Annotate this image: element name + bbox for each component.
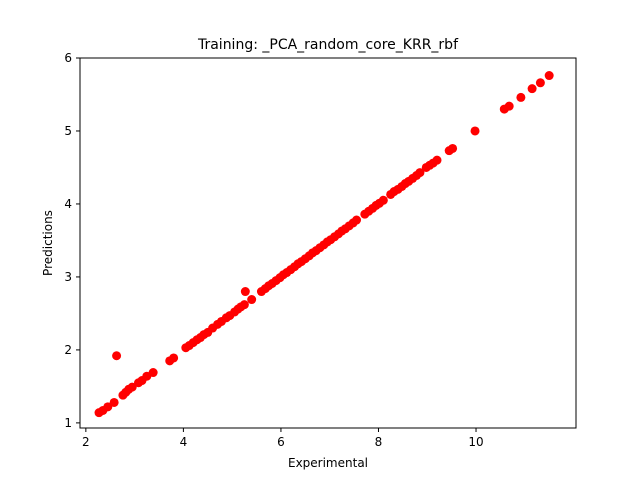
x-tick-label: 4 (180, 435, 188, 449)
data-point (127, 382, 137, 392)
data-point (109, 397, 119, 407)
chart-title: Training: _PCA_random_core_KRR_rbf (197, 37, 459, 53)
data-point (415, 168, 425, 178)
y-tick-label: 4 (64, 197, 72, 211)
data-point (247, 295, 257, 305)
data-point (240, 287, 250, 297)
data-point (352, 215, 362, 225)
y-axis-label: Predictions (41, 210, 55, 276)
data-point (112, 351, 122, 361)
data-point (544, 71, 554, 81)
y-tick-label: 1 (64, 416, 72, 430)
data-point (148, 368, 158, 378)
data-point (432, 155, 442, 165)
data-point (103, 402, 113, 412)
data-point (504, 101, 514, 111)
y-tick-label: 2 (64, 343, 72, 357)
x-tick-label: 2 (82, 435, 90, 449)
y-ticks: 1 2 3 4 5 6 (64, 51, 80, 430)
points-layer (94, 71, 554, 418)
data-point (516, 92, 526, 102)
x-ticks: 2 4 6 8 10 (82, 428, 484, 449)
data-point (169, 353, 179, 363)
data-point (527, 84, 537, 94)
x-tick-label: 6 (277, 435, 285, 449)
y-tick-label: 6 (64, 51, 72, 65)
plot-frame (79, 57, 577, 429)
y-tick-label: 5 (64, 124, 72, 138)
y-tick-label: 3 (64, 270, 72, 284)
x-tick-label: 10 (468, 435, 483, 449)
data-point (535, 78, 545, 88)
x-tick-label: 8 (375, 435, 383, 449)
data-point (239, 300, 249, 310)
data-point (470, 126, 480, 136)
data-point (448, 143, 458, 153)
data-point (378, 195, 388, 205)
x-axis-label: Experimental (288, 456, 368, 470)
